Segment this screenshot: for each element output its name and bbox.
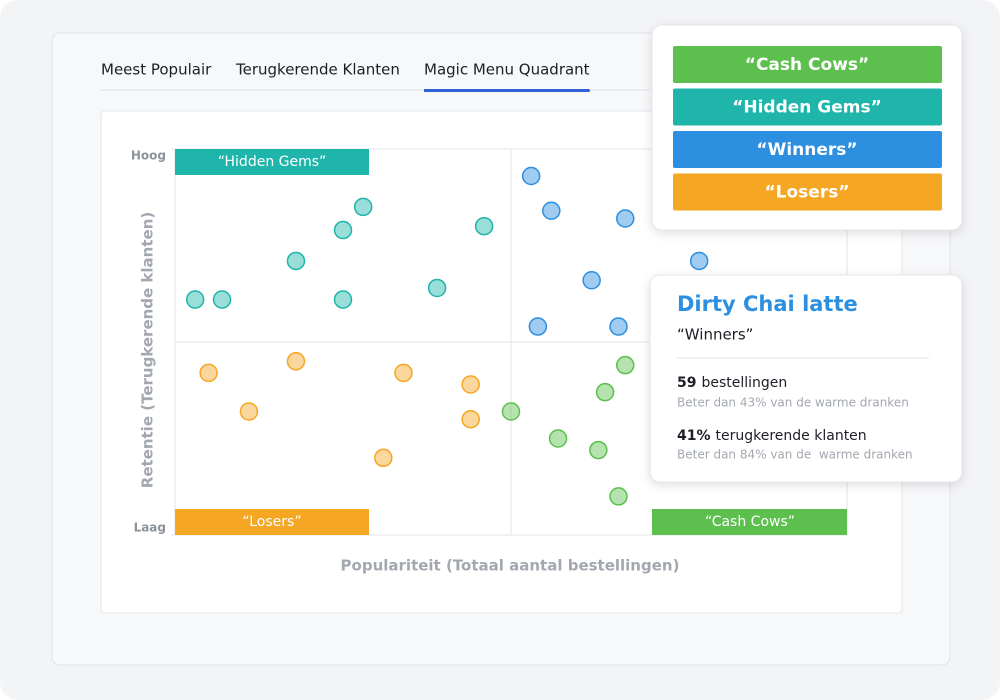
point [239,402,259,421]
detail-title: Dirty Chai latte [677,292,858,316]
legend-swatch [673,46,942,83]
tab[interactable]: Magic Menu Quadrant [424,61,590,79]
legend-label: “Hidden Gems” [732,98,882,118]
point [595,382,615,402]
point [615,355,635,375]
legend-swatch [673,88,942,126]
point [582,270,601,290]
stat-label: terugkerende klanten [716,428,867,444]
point [333,220,353,240]
y-tick-label: Hoog [131,149,166,163]
point [461,375,480,394]
point [501,402,521,421]
point [199,363,218,383]
active-tab-indicator [424,89,590,92]
stat-value: 59 [677,375,696,391]
tab[interactable]: Meest Populair [101,61,212,79]
tabs: Meest Populair Terugkerende Klanten Magi… [100,61,650,92]
card [649,274,963,483]
stat: 41% terugkerende klanten [677,428,867,444]
detail-category: “Winners” [677,326,753,344]
stat-label: bestellingen [701,375,787,391]
legend-label: “Losers” [764,183,849,203]
point [212,290,232,309]
stat-note: Beter dan 43% van de warme dranken [677,396,909,410]
point [427,278,447,298]
legend-label: “Winners” [756,140,857,160]
point [474,216,494,236]
point [609,317,628,336]
legend-card: “Cash Cows” “Hidden Gems” “Winners” “Losers… [651,24,963,231]
quadrant-label-box [175,509,369,535]
plot: “Hidden Gems” “Losers” “Cash Cows” Popul… [131,148,848,575]
quadrant-label-box [652,509,847,535]
stat: 59 bestellingen [677,375,787,391]
legend-swatch [673,173,942,211]
detail-card: Dirty Chai latte “Winners” 59 bestellinge… [649,274,963,483]
legend-swatch [673,131,942,168]
point [461,409,480,429]
tab[interactable]: Terugkerende Klanten [235,61,400,79]
point [542,201,561,221]
point [589,440,608,460]
y-axis-label: Retentie (Terugkerende klanten) [139,212,157,488]
point [394,363,413,383]
legend-label: “Cash Cows” [745,55,869,75]
point [286,352,306,371]
points [185,166,709,506]
stat-note: Beter dan 84% van de warme dranken [677,448,913,462]
y-tick-label: Laag [134,521,166,535]
point [333,290,353,309]
point [286,251,306,271]
point [374,448,393,468]
stat-value: 41% [677,428,711,444]
x-axis-label: Populariteit (Totaal aantal bestellingen… [341,557,680,575]
point [548,429,568,448]
quadrant-label: “Hidden Gems” [218,154,327,170]
point [528,317,548,336]
point [521,166,541,186]
point [689,251,709,271]
point [609,487,628,506]
quadrant-label: “Cash Cows” [705,514,795,530]
point [353,197,373,217]
point [615,209,635,228]
quadrant-label: “Losers” [242,514,301,530]
point [185,290,205,309]
quadrant-label-box [175,149,369,175]
